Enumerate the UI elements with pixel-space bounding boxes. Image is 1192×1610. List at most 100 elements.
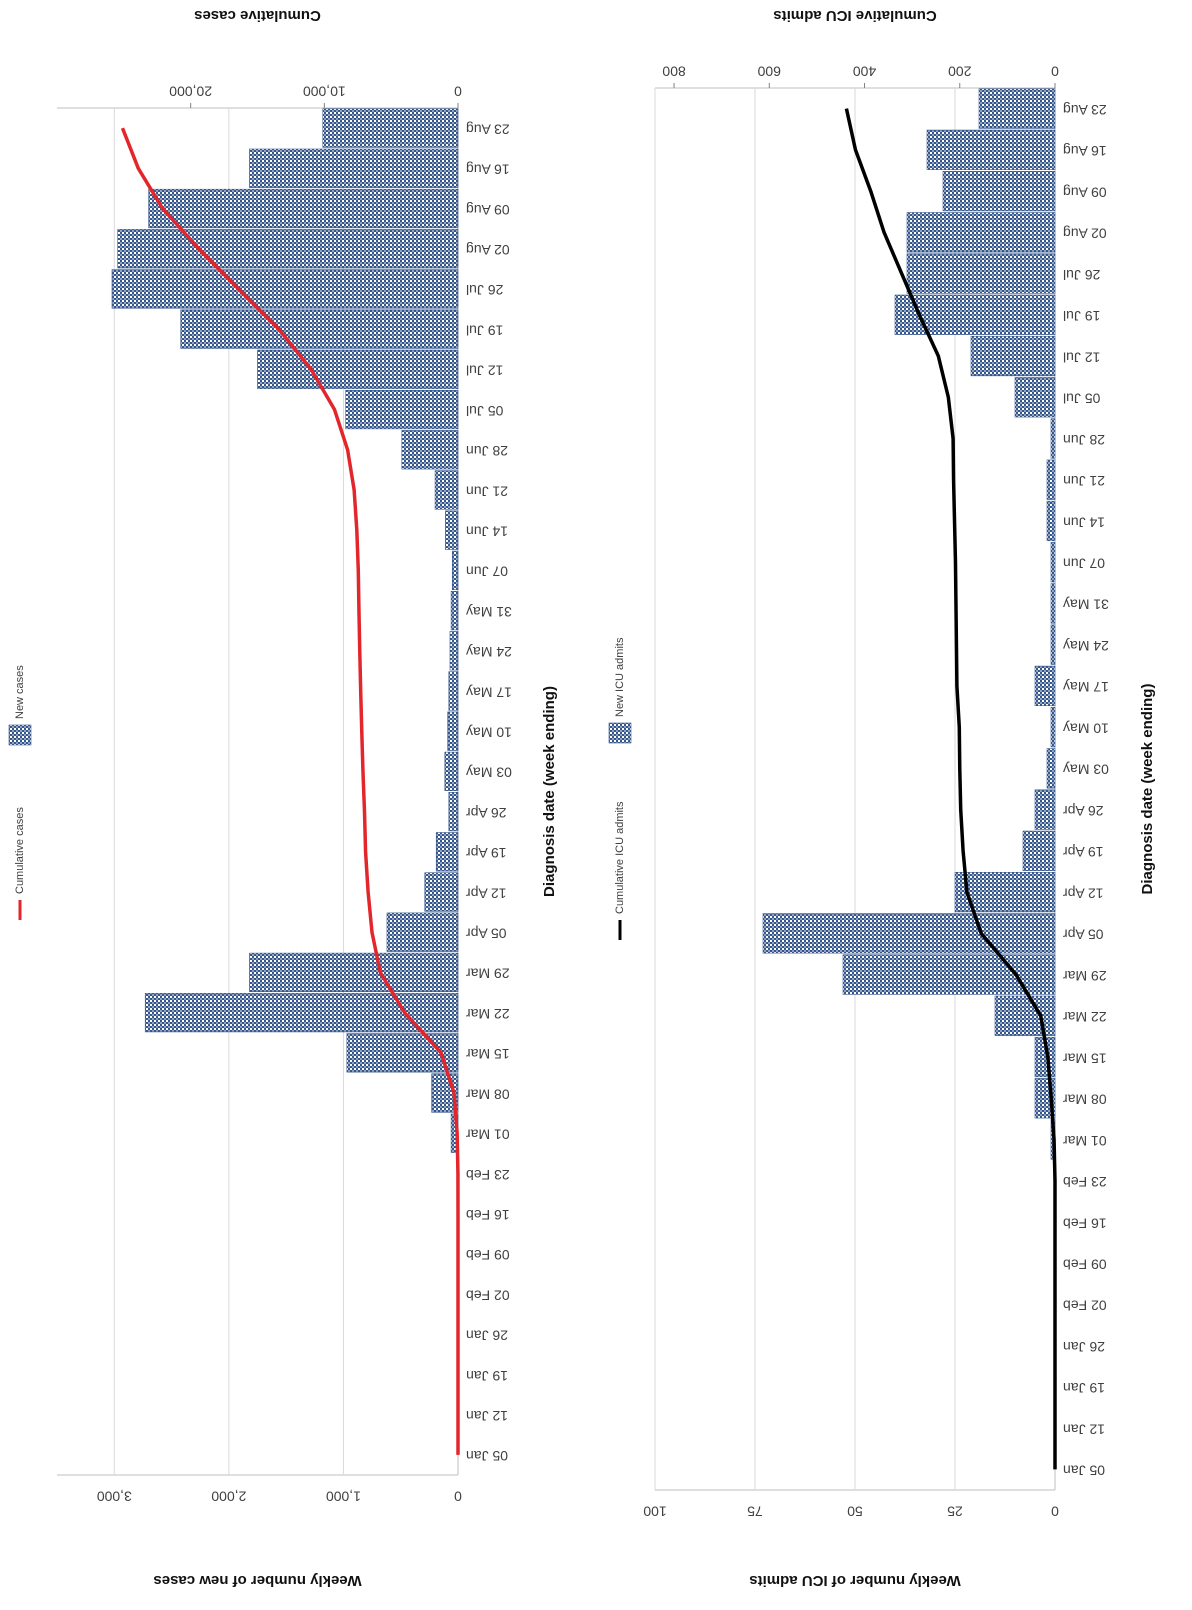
x-tick-label: 14 Jun: [1063, 514, 1105, 530]
bar: [1050, 583, 1056, 624]
bar: [994, 995, 1056, 1036]
legend-label: Cumulative ICU admits: [614, 801, 626, 914]
x-tick-label: 22 Mar: [466, 1006, 510, 1022]
x-tick-label: 17 May: [1063, 679, 1109, 695]
bar: [906, 212, 1056, 253]
y2-tick-label: 400: [853, 63, 877, 79]
x-tick-label: 28 Jun: [466, 443, 508, 459]
x-tick-label: 05 Jul: [466, 403, 503, 419]
x-tick-label: 16 Feb: [466, 1207, 510, 1223]
y2-axis-title: Cumulative ICU admits: [773, 7, 936, 24]
x-tick-label: 05 Apr: [1063, 927, 1104, 943]
x-tick-label: 19 Jul: [466, 322, 503, 338]
x-tick-label: 03 May: [466, 765, 512, 781]
bar: [445, 510, 459, 550]
y2-tick-label: 600: [757, 63, 781, 79]
bar: [144, 993, 459, 1033]
x-tick-label: 12 Jan: [466, 1408, 508, 1424]
bar: [942, 170, 1056, 212]
bar: [978, 88, 1056, 129]
bar: [322, 108, 459, 148]
x-tick-label: 29 Mar: [1063, 968, 1107, 984]
legend-swatch: [608, 722, 632, 744]
x-tick-label: 12 Jul: [466, 363, 503, 379]
bar: [906, 253, 1056, 294]
bar: [1050, 624, 1056, 665]
bar: [954, 871, 1056, 913]
x-tick-label: 21 Jun: [1063, 473, 1105, 489]
bar: [401, 430, 459, 470]
x-tick-label: 05 Apr: [466, 926, 507, 942]
bar: [448, 792, 459, 832]
x-tick-label: 01 Mar: [466, 1127, 510, 1143]
x-tick-label: 21 Jun: [466, 483, 508, 499]
bar: [926, 129, 1056, 170]
x-tick-label: 17 May: [466, 684, 512, 700]
y2-tick-label: 10,000: [303, 83, 346, 99]
x-tick-label: 09 Aug: [466, 202, 510, 218]
x-tick-label: 23 Feb: [466, 1167, 510, 1183]
x-tick-label: 08 Mar: [1063, 1092, 1107, 1108]
x-tick-label: 16 Aug: [1063, 143, 1107, 159]
bar: [345, 389, 459, 430]
x-tick-label: 03 May: [1063, 762, 1109, 778]
x-tick-label: 31 May: [1063, 597, 1109, 613]
bar: [148, 188, 459, 229]
y-tick-label: 0: [1051, 1503, 1059, 1519]
legend-label: New cases: [14, 665, 26, 719]
x-tick-label: 15 Mar: [466, 1046, 510, 1062]
x-tick-label: 28 Jun: [1063, 432, 1105, 448]
y2-tick-label: 800: [662, 63, 686, 79]
line-series: [844, 108, 1057, 1470]
bar: [449, 631, 459, 671]
bar: [842, 954, 1056, 995]
x-tick-label: 19 Apr: [466, 845, 507, 861]
bar: [762, 913, 1056, 954]
bar: [1050, 707, 1056, 748]
x-tick-label: 10 May: [466, 724, 512, 740]
x-tick-label: 23 Feb: [1063, 1174, 1107, 1190]
y2-axis-title: Cumulative cases: [194, 7, 321, 24]
bar: [894, 294, 1056, 335]
bar: [970, 335, 1056, 377]
x-tick-label: 10 May: [1063, 720, 1109, 736]
x-tick-label: 23 Aug: [466, 121, 510, 137]
x-tick-label: 16 Aug: [466, 162, 510, 178]
y-tick-label: 0: [454, 1488, 462, 1504]
x-tick-label: 22 Mar: [1063, 1009, 1107, 1025]
x-tick-label: 26 Apr: [466, 805, 507, 821]
y-tick-label: 75: [747, 1503, 763, 1519]
x-axis-title: Diagnosis date (week ending): [1139, 684, 1156, 895]
x-axis-title: Diagnosis date (week ending): [541, 686, 558, 897]
x-tick-label: 09 Aug: [1063, 184, 1107, 200]
bar: [1034, 789, 1056, 830]
x-tick-label: 01 Mar: [1063, 1133, 1107, 1149]
bar: [1022, 830, 1056, 871]
x-tick-label: 19 Jan: [466, 1368, 508, 1384]
bar: [450, 590, 459, 631]
x-tick-label: 08 Mar: [466, 1086, 510, 1102]
x-tick-label: 07 Jun: [1063, 556, 1105, 572]
bar: [1050, 542, 1056, 583]
y-axis-title: Weekly number of new cases: [153, 1572, 361, 1589]
y2-tick-label: 20,000: [169, 83, 212, 99]
bar: [257, 349, 459, 389]
legend-label: New ICU admits: [614, 637, 626, 717]
bar: [451, 550, 459, 590]
x-tick-label: 31 May: [466, 604, 512, 620]
x-tick-label: 12 Apr: [1063, 885, 1104, 901]
x-tick-label: 09 Feb: [1063, 1257, 1107, 1273]
bar: [1046, 459, 1056, 500]
legend-label: Cumulative cases: [14, 807, 26, 894]
x-tick-label: 02 Aug: [466, 242, 510, 258]
bar: [386, 912, 459, 952]
x-tick-label: 16 Feb: [1063, 1215, 1107, 1231]
x-tick-label: 12 Jul: [1063, 349, 1100, 365]
x-tick-label: 19 Jul: [1063, 308, 1100, 324]
x-tick-label: 26 Jan: [466, 1328, 508, 1344]
bar: [435, 832, 459, 872]
x-tick-label: 23 Aug: [1063, 102, 1107, 118]
x-tick-label: 02 Feb: [1063, 1298, 1107, 1314]
x-tick-label: 02 Aug: [1063, 226, 1107, 242]
x-tick-label: 19 Apr: [1063, 844, 1104, 860]
